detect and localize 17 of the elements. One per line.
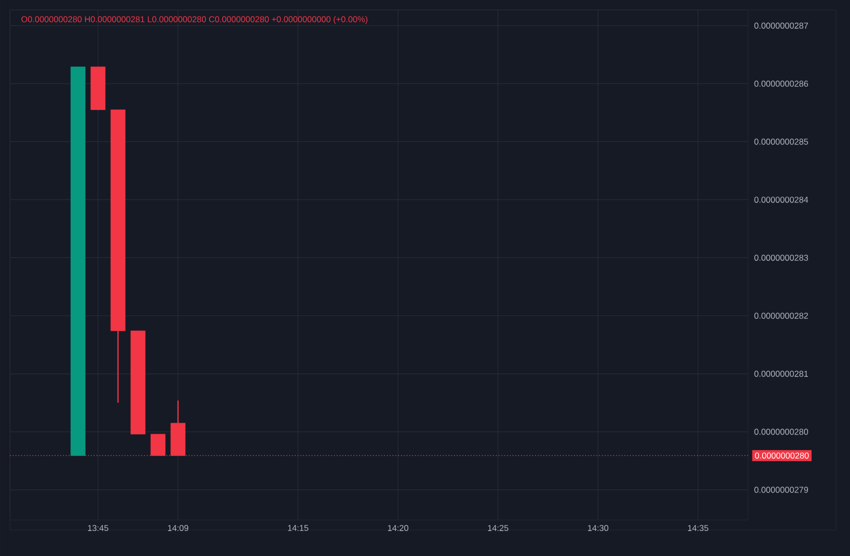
y-tick-label: 0.0000000282 (754, 312, 808, 319)
y-tick-label: 0.0000000279 (754, 486, 808, 493)
x-tick-label: 14:25 (488, 525, 508, 532)
x-tick-label: 14:30 (588, 525, 608, 532)
y-tick-label: 0.0000000286 (754, 80, 808, 87)
x-tick-label: 14:35 (688, 525, 708, 532)
annotation: O0.0000000280 H0.0000000281 L0.0000000280 C0.0000000280 +0.0000000000 (+0.00%) (21, 16, 368, 24)
x-tick-label: 13:45 (88, 525, 108, 532)
x-tick-label: 14:20 (388, 525, 408, 532)
y-tick-label: 0.0000000281 (754, 370, 808, 377)
y-tick-label: 0.0000000283 (754, 254, 808, 261)
y-tick-label: 0.0000000287 (754, 22, 808, 29)
x-tick-label: 14:15 (288, 525, 308, 531)
y-tick-label: 0.0000000285 (754, 138, 808, 145)
y-tick-label: 0.0000000280 (754, 428, 808, 435)
x-tick-label: 14:09 (168, 525, 188, 532)
y-tick-label: 0.0000000284 (754, 196, 808, 203)
